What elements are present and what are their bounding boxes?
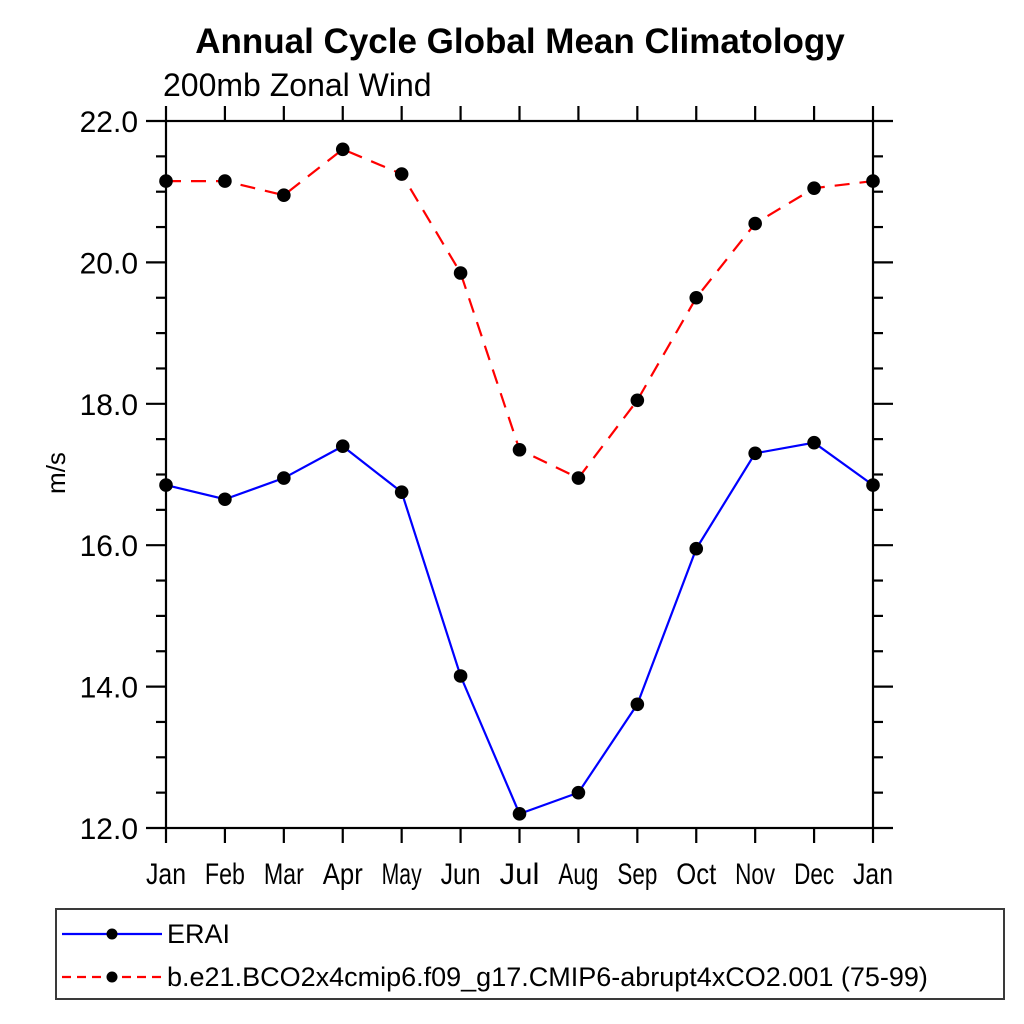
data-point-marker-0	[394, 485, 409, 499]
y-axis-tick-label: 22.0	[80, 106, 138, 139]
x-axis-tick-label: Apr	[323, 858, 363, 891]
x-axis-tick-label: May	[382, 858, 422, 891]
plot-box	[164, 119, 875, 830]
x-axis-tick-label: Jun	[441, 858, 481, 891]
legend-marker-dot	[106, 971, 118, 983]
data-point-marker-0	[748, 446, 762, 461]
x-axis-tick-label: Nov	[735, 858, 775, 891]
legend-swatch-line	[62, 928, 162, 940]
data-point-marker-0	[159, 478, 173, 492]
legend-swatch-line	[62, 971, 162, 983]
data-point-marker-1	[453, 266, 468, 280]
data-point-marker-1	[159, 174, 173, 188]
y-axis-tick-label: 20.0	[80, 247, 138, 280]
data-point-marker-1	[277, 188, 291, 203]
data-point-marker-0	[630, 697, 645, 712]
data-point-marker-1	[571, 471, 586, 485]
legend-item-1: b.e21.BCO2x4cmip6.f09_g17.CMIP6-abrupt4x…	[57, 962, 928, 992]
x-axis-tick-label: Jul	[500, 858, 540, 891]
series-line-0	[165, 441, 874, 816]
data-point-marker-1	[630, 393, 645, 408]
data-point-marker-1	[807, 181, 821, 195]
chart-title: Annual Cycle Global Mean Climatology	[195, 22, 845, 61]
data-point-marker-0	[571, 785, 586, 800]
data-point-marker-1	[335, 142, 350, 157]
x-axis-tick-label: Feb	[205, 858, 245, 891]
data-point-marker-0	[453, 669, 468, 683]
x-axis-tick-label: Dec	[794, 858, 834, 891]
x-axis-tick-label: Jan	[146, 858, 186, 891]
x-axis-tick-label: Mar	[264, 858, 304, 891]
data-point-marker-0	[512, 807, 527, 821]
legend-marker-dot	[106, 928, 118, 940]
y-axis-tick-label: 14.0	[80, 672, 138, 705]
data-point-marker-0	[335, 439, 350, 454]
x-axis-tick-label: Sep	[617, 858, 657, 891]
data-point-marker-0	[866, 478, 880, 492]
legend-label: b.e21.BCO2x4cmip6.f09_g17.CMIP6-abrupt4x…	[167, 962, 928, 992]
y-axis-tick-label: 12.0	[80, 813, 138, 846]
legend-box: ERAI b.e21.BCO2x4cmip6.f09_g17.CMIP6-abru…	[55, 908, 1005, 1000]
data-point-marker-0	[689, 541, 704, 556]
data-point-marker-1	[218, 174, 232, 188]
data-point-marker-1	[512, 442, 527, 457]
y-axis-tick-label: 18.0	[80, 389, 138, 422]
chart-subtitle: 200mb Zonal Wind	[163, 67, 432, 103]
legend-label: ERAI	[167, 919, 231, 949]
legend-item-0: ERAI	[57, 919, 230, 949]
y-axis-tick-label: 16.0	[80, 530, 138, 563]
data-point-marker-1	[866, 174, 880, 188]
data-point-marker-0	[277, 471, 291, 485]
x-axis-tick-label: Oct	[676, 858, 717, 891]
data-point-marker-1	[748, 216, 762, 231]
data-point-marker-0	[218, 492, 232, 507]
data-point-marker-0	[807, 435, 821, 450]
data-point-marker-1	[394, 167, 409, 181]
x-axis-tick-label: Jan	[853, 858, 893, 891]
data-point-marker-1	[689, 290, 704, 305]
x-axis-tick-label: Aug	[558, 858, 598, 891]
series-line-1	[166, 148, 874, 480]
